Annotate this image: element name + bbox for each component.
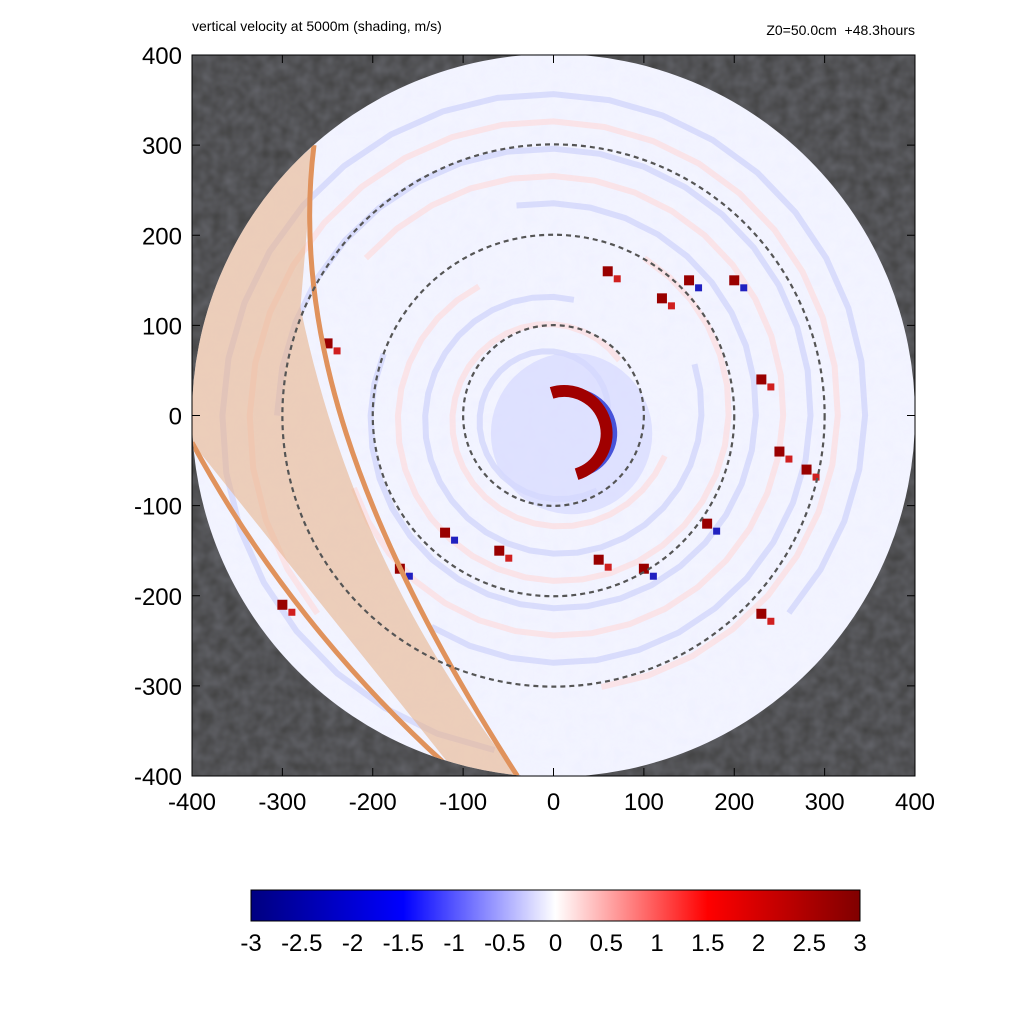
- updraft-cell: [774, 446, 785, 457]
- spiral-band: [274, 145, 814, 666]
- x-tick-label: 200: [714, 789, 754, 816]
- colorbar-tick-label: 2.5: [793, 930, 826, 957]
- neighbor-cell: [713, 527, 721, 535]
- spiral-band: [219, 91, 869, 753]
- colorbar-tick-label: 1: [650, 930, 663, 957]
- updraft-cell: [729, 275, 740, 286]
- band-edge-left: [192, 441, 461, 777]
- x-tick-label: -200: [349, 789, 397, 816]
- updraft-cell: [702, 518, 713, 529]
- colorbar-tick-label: -1: [443, 930, 464, 957]
- neighbor-cell: [767, 383, 775, 391]
- x-tick-label: -400: [168, 789, 216, 816]
- dashed-circle: [462, 324, 645, 507]
- y-tick-label: 100: [142, 313, 182, 340]
- updraft-cell: [277, 599, 288, 610]
- updraft-cell: [602, 266, 613, 277]
- band-edge-right: [307, 144, 520, 777]
- dashed-circle: [371, 233, 736, 598]
- updraft-cell: [801, 464, 812, 475]
- colorbar-tick-label: 2: [752, 930, 765, 957]
- updraft-cell: [684, 275, 695, 286]
- x-tick-label: -300: [258, 789, 306, 816]
- colorbar-tick-label: -0.5: [484, 930, 525, 957]
- colorbar-tick-label: -3: [240, 930, 261, 957]
- colorbar-tick-label: -1.5: [383, 930, 424, 957]
- x-tick-label: 400: [895, 789, 935, 816]
- x-tick-label: 300: [805, 789, 845, 816]
- spiral-band: [422, 293, 705, 557]
- chart-title: vertical velocity at 5000m (shading, m/s…: [192, 18, 442, 34]
- neighbor-cell: [649, 572, 657, 580]
- updraft-cell: [756, 608, 767, 619]
- y-tick-label: 300: [142, 133, 182, 160]
- spiral-band: [394, 255, 732, 584]
- x-tick-label: -100: [439, 789, 487, 816]
- neighbor-cell: [667, 302, 675, 310]
- neighbor-cell: [740, 284, 748, 292]
- eyewall-updraft: [549, 385, 613, 480]
- neighbor-cell: [613, 275, 621, 283]
- y-tick-label: 400: [142, 43, 182, 70]
- chart-subtitle: Z0=50.0cm +48.3hours: [766, 22, 915, 38]
- updraft-cell: [593, 554, 604, 565]
- convective-cells: [277, 266, 820, 625]
- neighbor-cell: [785, 455, 793, 463]
- neighbor-cell: [333, 347, 341, 355]
- x-tick-label: 100: [624, 789, 664, 816]
- neighbor-cell: [604, 563, 612, 571]
- updraft-cell: [322, 338, 333, 349]
- updraft-cell: [494, 545, 505, 556]
- dashed-circle: [281, 143, 826, 688]
- colorbar-tick-label: 0.5: [590, 930, 623, 957]
- spiral-band: [367, 200, 759, 612]
- colorbar-tick-label: 0: [549, 930, 562, 957]
- updraft-cell: [656, 293, 667, 304]
- colorbar-tick-label: -2.5: [281, 930, 322, 957]
- updraft-cell: [440, 527, 451, 538]
- x-tick-label: 0: [547, 789, 560, 816]
- y-tick-label: 200: [142, 223, 182, 250]
- colorbar-tick-label: 1.5: [691, 930, 724, 957]
- neighbor-cell: [695, 284, 703, 292]
- updraft-cell: [756, 374, 767, 385]
- y-tick-label: -200: [134, 584, 182, 611]
- neighbor-cell: [451, 536, 459, 544]
- y-tick-label: -100: [134, 494, 182, 521]
- shaded-band: [192, 144, 520, 777]
- band-fill: [192, 145, 518, 776]
- updraft-cell: [638, 563, 649, 574]
- eye-region: [490, 352, 653, 515]
- colorbar: [250, 889, 861, 922]
- y-tick-label: 0: [169, 404, 182, 431]
- colorbar-tick-label: -2: [342, 930, 363, 957]
- neighbor-cell: [812, 473, 820, 481]
- neighbor-cell: [767, 617, 775, 625]
- neighbor-cell: [505, 554, 513, 562]
- neighbor-cell: [405, 572, 413, 580]
- y-tick-label: -400: [134, 764, 182, 791]
- y-tick-label: -300: [134, 674, 182, 701]
- colorbar-tick-label: 3: [853, 930, 866, 957]
- neighbor-cell: [288, 608, 296, 616]
